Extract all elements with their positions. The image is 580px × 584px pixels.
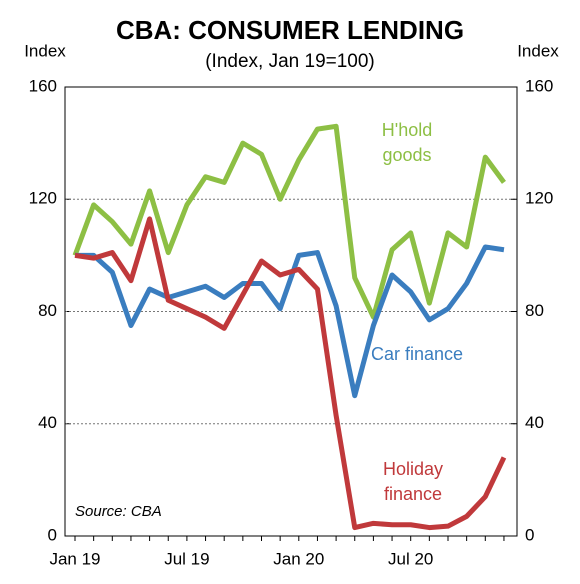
y2-tick-label: 40 (525, 413, 544, 432)
series-label: Holiday finance (382, 459, 444, 504)
series-line (74, 216, 507, 531)
x-tick-label: Jan 20 (273, 549, 324, 568)
y-tick-label: 0 (48, 525, 57, 544)
series-label: Car finance (370, 344, 464, 364)
chart-title: CBA: CONSUMER LENDING (116, 15, 464, 45)
series-label: H'hold goods (381, 120, 433, 165)
y-axis-label: Index (24, 41, 66, 60)
series-line (75, 244, 505, 399)
x-tick-label: Jan 19 (49, 549, 100, 568)
source-note: Source: CBA (75, 503, 162, 520)
y-tick-label: 40 (38, 413, 57, 432)
y2-tick-label: 0 (525, 525, 534, 544)
y-tick-label: 160 (29, 76, 57, 95)
y2-axis-label: Index (517, 41, 559, 60)
plot-frame (64, 86, 518, 537)
series-line (72, 123, 506, 320)
y2-tick-label: 80 (525, 301, 544, 320)
x-tick-label: Jul 20 (388, 549, 433, 568)
y2-tick-label: 160 (525, 76, 553, 95)
y-tick-label: 80 (38, 301, 57, 320)
x-tick-label: Jul 19 (164, 549, 209, 568)
chart-subtitle: (Index, Jan 19=100) (205, 51, 375, 72)
y-tick-label: 120 (29, 189, 57, 208)
y2-tick-label: 120 (525, 189, 553, 208)
